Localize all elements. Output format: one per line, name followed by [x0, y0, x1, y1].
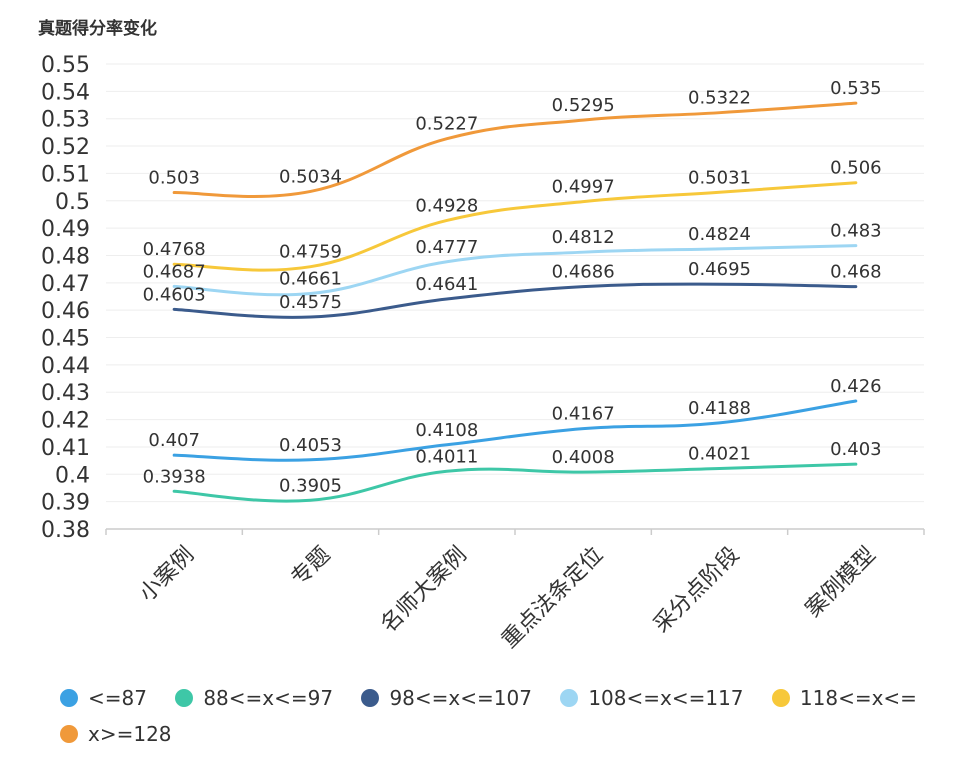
legend-item[interactable]: 88<=x<=97 [175, 684, 333, 712]
series-line[interactable] [172, 244, 858, 297]
x-tick-label: 小案例 [135, 542, 199, 606]
series-lines [172, 101, 858, 503]
data-label: 0.5031 [688, 167, 751, 188]
series-line[interactable] [172, 399, 858, 462]
series-line[interactable] [172, 181, 858, 272]
legend-item[interactable]: <=87 [60, 684, 147, 712]
y-tick-label: 0.4 [55, 463, 90, 488]
y-tick-label: 0.52 [41, 135, 90, 160]
data-label: 0.4759 [279, 242, 342, 263]
legend-label: 118<=x<= [799, 686, 917, 710]
legend-dot-icon [60, 725, 78, 743]
legend-item[interactable]: 108<=x<=117 [560, 684, 744, 712]
legend: <=87 88<=x<=97 98<=x<=107 108<=x<=117 11… [60, 684, 940, 756]
data-label: 0.4603 [143, 284, 206, 305]
data-label: 0.4928 [415, 195, 478, 216]
legend-label: 98<=x<=107 [389, 686, 532, 710]
x-tick-label: 名师大案例 [376, 542, 471, 637]
line-chart: 0.550.540.530.520.510.50.490.480.470.460… [41, 53, 925, 653]
grid-lines [106, 63, 924, 530]
data-labels: 0.407 0.4053 0.4108 0.4167 0.4188 0.426 0.3938… [143, 78, 882, 496]
legend-dot-icon [60, 689, 78, 707]
y-tick-label: 0.43 [41, 381, 90, 406]
legend-label: 108<=x<=117 [588, 686, 744, 710]
y-tick-label: 0.44 [41, 354, 90, 379]
data-label: 0.5034 [279, 166, 342, 187]
y-tick-label: 0.47 [41, 272, 90, 297]
data-label: 0.4777 [415, 237, 478, 258]
data-label: 0.403 [830, 439, 882, 460]
data-label: 0.4011 [415, 446, 478, 467]
data-label: 0.4641 [415, 274, 478, 295]
legend-item[interactable]: 98<=x<=107 [361, 684, 532, 712]
y-tick-label: 0.5 [55, 190, 90, 215]
data-label: 0.483 [830, 221, 882, 242]
data-label: 0.4575 [279, 292, 342, 313]
data-label: 0.5322 [688, 88, 751, 109]
y-tick-label: 0.48 [41, 244, 90, 269]
series-line[interactable] [172, 462, 858, 503]
data-label: 0.503 [148, 168, 200, 189]
legend-dot-icon [771, 689, 790, 707]
series-line[interactable] [172, 282, 858, 319]
data-label: 0.4053 [279, 435, 342, 456]
data-label: 0.4812 [552, 227, 615, 248]
x-tick-label: 专题 [287, 542, 336, 591]
x-tick-label: 重点法条定位 [497, 542, 608, 653]
data-label: 0.4997 [552, 177, 615, 198]
y-tick-label: 0.45 [41, 327, 90, 352]
data-label: 0.4188 [688, 398, 751, 419]
x-tick-label: 案例模型 [801, 542, 881, 622]
legend-dot-icon [175, 689, 194, 707]
legend-dot-icon [560, 689, 579, 707]
y-tick-label: 0.39 [41, 491, 90, 516]
data-label: 0.4167 [552, 404, 615, 425]
data-label: 0.3938 [143, 466, 206, 487]
legend-dot-icon [361, 689, 380, 707]
data-label: 0.5295 [552, 95, 615, 116]
y-tick-label: 0.41 [41, 436, 90, 461]
data-label: 0.535 [830, 78, 882, 99]
data-label: 0.4768 [143, 239, 206, 260]
data-label: 0.407 [148, 430, 200, 451]
data-label: 0.4661 [279, 268, 342, 289]
legend-item[interactable]: 118<=x<= [771, 684, 917, 712]
x-axis: 小案例 专题 名师大案例 重点法条定位 采分点阶段 案例模型 [105, 528, 925, 653]
data-label: 0.426 [830, 376, 882, 397]
data-label: 0.3905 [279, 475, 342, 496]
data-label: 0.5227 [415, 114, 478, 135]
y-tick-label: 0.49 [41, 217, 90, 242]
y-tick-label: 0.42 [41, 409, 90, 434]
data-label: 0.4687 [143, 261, 206, 282]
data-label: 0.468 [830, 262, 882, 283]
data-label: 0.4008 [552, 447, 615, 468]
y-tick-label: 0.46 [41, 299, 90, 324]
data-label: 0.4824 [688, 224, 751, 245]
y-tick-label: 0.51 [41, 162, 90, 187]
legend-item[interactable]: x>=128 [60, 720, 172, 748]
y-tick-label: 0.54 [41, 80, 90, 105]
y-tick-label: 0.55 [41, 53, 90, 78]
data-label: 0.4695 [688, 259, 751, 280]
legend-label: <=87 [88, 686, 147, 710]
data-label: 0.506 [830, 158, 882, 179]
data-label: 0.4021 [688, 444, 751, 465]
data-label: 0.4108 [415, 420, 478, 441]
legend-label: 88<=x<=97 [203, 686, 334, 710]
y-tick-label: 0.53 [41, 108, 90, 133]
y-tick-label: 0.38 [41, 518, 90, 543]
legend-label: x>=128 [88, 722, 172, 746]
x-tick-label: 采分点阶段 [649, 542, 744, 637]
data-label: 0.4686 [552, 262, 615, 283]
chart-title: 真题得分率变化 [38, 19, 157, 39]
series-line[interactable] [172, 101, 858, 198]
y-axis: 0.550.54 0.530.520.51 0.50.490.48 0.470.46 0… [41, 53, 90, 543]
